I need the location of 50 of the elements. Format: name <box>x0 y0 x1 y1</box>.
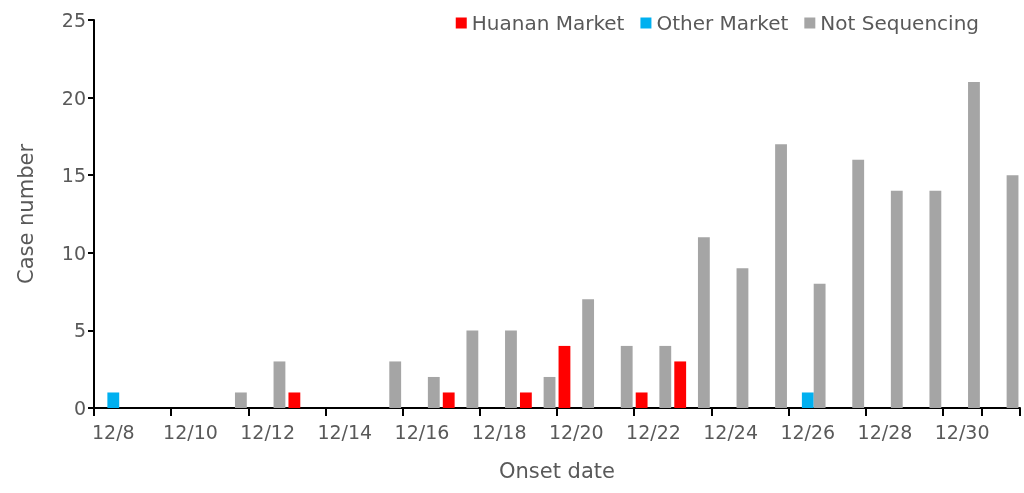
legend-label: Not Sequencing <box>820 11 979 35</box>
bar <box>427 376 440 408</box>
x-tick-label: 12/30 <box>934 420 990 443</box>
x-tick-label: 12/20 <box>548 420 604 443</box>
x-tick-label: 12/18 <box>471 420 527 443</box>
bar <box>659 345 672 408</box>
bar <box>107 392 120 408</box>
x-tick-label: 12/10 <box>163 420 218 443</box>
x-tick-label: 12/8 <box>91 420 135 443</box>
x-tick-label: 12/22 <box>626 420 681 443</box>
bar <box>582 299 595 408</box>
bar <box>519 392 532 408</box>
y-tick-label: 25 <box>61 9 86 31</box>
bar <box>736 268 749 408</box>
x-tick-label: 12/26 <box>780 420 836 443</box>
bar <box>505 330 517 408</box>
legend-label: Huanan Market <box>471 11 625 35</box>
y-tick-label: 20 <box>61 86 86 109</box>
bar <box>273 361 286 408</box>
bar <box>890 190 903 408</box>
bar <box>543 376 556 408</box>
y-axis-title: Case number <box>13 143 38 285</box>
bar <box>697 237 710 408</box>
bar <box>929 190 942 408</box>
bar <box>620 345 633 408</box>
y-tick-label: 0 <box>73 397 86 419</box>
x-tick-label: 12/24 <box>703 420 759 443</box>
x-tick-label: 12/16 <box>394 420 450 443</box>
bar <box>801 392 814 408</box>
x-axis-title: Onset date <box>499 458 615 483</box>
x-tick-label: 12/12 <box>240 420 296 443</box>
y-tick-label: 5 <box>73 319 86 342</box>
bar <box>968 82 980 408</box>
bar <box>1006 175 1019 408</box>
bar <box>852 159 865 408</box>
bar <box>288 392 301 408</box>
x-tick-label: 12/28 <box>857 420 913 443</box>
x-tick-label: 12/14 <box>317 420 373 443</box>
legend-label: Other Market <box>656 11 789 35</box>
y-tick-label: 10 <box>61 241 86 264</box>
bar <box>674 361 687 408</box>
bar <box>442 392 455 408</box>
bar <box>389 361 402 408</box>
y-tick-label: 15 <box>61 164 86 187</box>
bar <box>234 392 247 408</box>
bar <box>775 144 787 408</box>
bar <box>558 345 571 408</box>
bar <box>635 392 648 408</box>
bar <box>466 330 479 408</box>
bar <box>813 283 826 408</box>
